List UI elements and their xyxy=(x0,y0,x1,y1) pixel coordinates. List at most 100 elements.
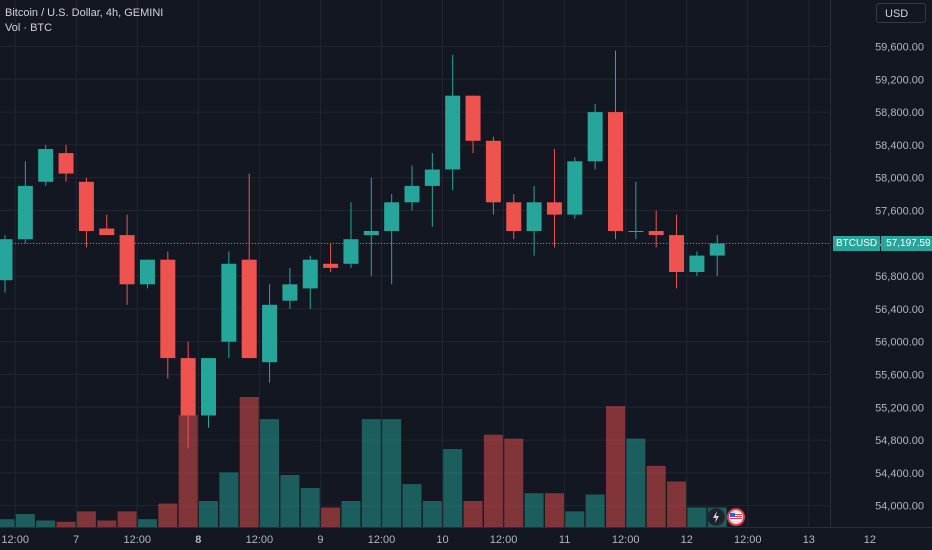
price-tick-label: 58,800.00 xyxy=(875,107,924,119)
price-tick-label: 56,400.00 xyxy=(875,304,924,316)
time-tick-label: 12 xyxy=(864,534,876,546)
candle-body xyxy=(709,243,725,256)
candle-body xyxy=(445,95,461,170)
volume-bar xyxy=(361,419,381,527)
volume-bar xyxy=(158,503,178,527)
candle-body xyxy=(424,169,440,186)
volume-bar xyxy=(56,521,76,527)
volume-bar xyxy=(585,494,605,527)
time-tick-label: 9 xyxy=(317,534,323,546)
candles xyxy=(0,50,725,449)
volume-bar xyxy=(463,501,483,527)
candle-body xyxy=(0,239,13,281)
candle-body xyxy=(608,112,623,231)
volume-bar xyxy=(0,519,15,527)
candle-body xyxy=(180,358,196,416)
volume-legend[interactable]: Vol · BTC xyxy=(5,22,53,34)
candle-body xyxy=(323,263,339,268)
volume-bar xyxy=(565,511,585,527)
volume-bar xyxy=(97,520,117,527)
candle-body xyxy=(58,153,74,174)
price-tick-label: 58,000.00 xyxy=(875,173,924,185)
price-tick-label: 54,400.00 xyxy=(875,468,924,480)
candle-body xyxy=(669,235,685,272)
volume-bar xyxy=(524,493,544,527)
price-tick-label: 55,600.00 xyxy=(875,370,924,382)
volume-bar xyxy=(137,519,157,527)
us-flag-icon[interactable] xyxy=(727,508,745,526)
volume-bar xyxy=(646,465,666,527)
candle-body xyxy=(282,284,298,301)
volume-bar xyxy=(260,419,280,527)
volume-bar xyxy=(239,397,259,527)
volume-bar xyxy=(15,514,35,527)
candle-body xyxy=(17,185,33,240)
last-price-tag: BTCUSD 57,197.59 xyxy=(833,235,932,251)
candle-body xyxy=(404,185,420,203)
candle-body xyxy=(119,235,135,285)
time-tick-label: 7 xyxy=(73,534,79,546)
time-tick-label: 12:00 xyxy=(368,534,396,546)
candle-body xyxy=(38,149,54,182)
price-axis[interactable]: 54,000.00 54,400.00 54,800.00 55,200.00 55,6… xyxy=(875,42,924,513)
volume-bar xyxy=(422,501,442,527)
time-tick-label: 12:00 xyxy=(1,534,29,546)
currency-button[interactable]: USD xyxy=(876,3,926,23)
candle-body xyxy=(506,202,522,231)
candle-body xyxy=(485,140,501,203)
time-tick-label: 11 xyxy=(559,534,570,546)
candle-body xyxy=(465,95,481,141)
time-tick-label: 12 xyxy=(681,534,693,546)
volume-bar xyxy=(402,484,422,527)
candle-body xyxy=(99,228,115,236)
candle-body xyxy=(160,259,176,359)
price-tick-label: 59,600.00 xyxy=(875,42,924,54)
price-tick-label: 58,400.00 xyxy=(875,140,924,152)
volume-bar xyxy=(76,511,96,527)
volume-bar xyxy=(321,507,341,527)
price-tick-label: 55,200.00 xyxy=(875,402,924,414)
time-tick-label: 12:00 xyxy=(246,534,274,546)
candle-body xyxy=(241,259,257,359)
price-tick-label: 54,800.00 xyxy=(875,435,924,447)
lightning-icon[interactable] xyxy=(707,508,725,526)
time-axis-bg xyxy=(0,527,932,550)
volume-bar xyxy=(117,511,137,527)
volume-bar xyxy=(687,507,707,527)
candle-body xyxy=(78,181,94,231)
candle-body xyxy=(546,202,562,215)
last-price-value: 57,197.59 xyxy=(881,235,932,251)
candle-body xyxy=(201,358,216,416)
price-tick-label: 57,600.00 xyxy=(875,206,924,218)
volume-bar xyxy=(606,406,625,527)
candle-body xyxy=(363,231,379,236)
candle-body xyxy=(384,202,400,231)
volume-bar xyxy=(382,419,402,527)
candle-body xyxy=(221,263,237,342)
volume-bar xyxy=(178,415,198,527)
time-tick-label: 12:00 xyxy=(124,534,152,546)
candle-body xyxy=(302,259,318,289)
candle-body xyxy=(343,239,359,264)
candle-body xyxy=(139,259,155,285)
price-tick-label: 54,000.00 xyxy=(875,501,924,513)
volume-bar xyxy=(300,488,320,527)
volume-bar xyxy=(544,493,564,527)
time-axis[interactable]: 12:00 7 12:00 8 12:00 9 12:00 10 12:00 11 12:00 12 1… xyxy=(1,534,876,546)
volume-bar xyxy=(219,472,239,527)
time-tick-label: 12:00 xyxy=(612,534,640,546)
time-tick-label: 12:00 xyxy=(734,534,762,546)
candle-body xyxy=(567,161,583,215)
volume-bars xyxy=(0,397,727,527)
price-axis-bg xyxy=(830,0,932,550)
candle-body xyxy=(526,202,542,231)
time-tick-label: 12:00 xyxy=(490,534,518,546)
volume-bar xyxy=(483,434,503,527)
symbol-title[interactable]: Bitcoin / U.S. Dollar, 4h, GEMINI xyxy=(5,7,164,19)
grid-lines xyxy=(0,0,871,527)
price-tick-label: 59,200.00 xyxy=(875,74,924,86)
candle-body xyxy=(689,255,705,272)
volume-bar xyxy=(36,520,56,527)
time-tick-label: 13 xyxy=(803,534,815,546)
